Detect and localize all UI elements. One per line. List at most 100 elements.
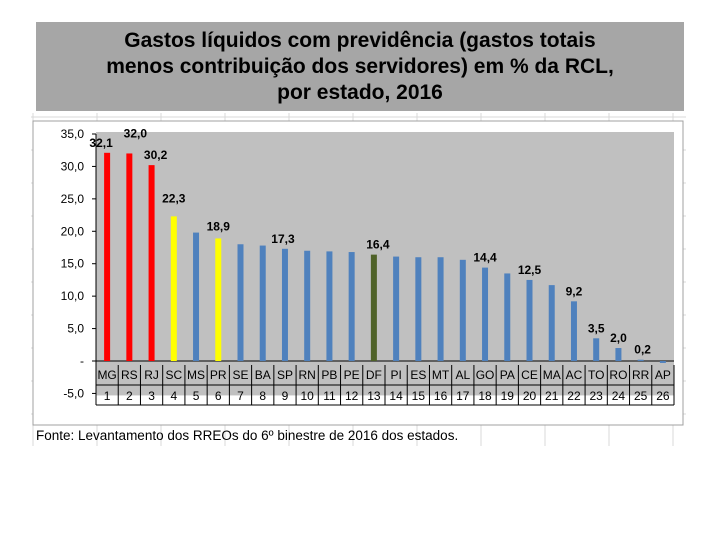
y-tick-label: 25,0 <box>61 192 85 206</box>
rank-label: 7 <box>237 389 244 403</box>
bar-mt <box>437 257 444 361</box>
category-label: PI <box>390 368 401 382</box>
bar-mg <box>104 152 111 361</box>
rank-label: 9 <box>282 389 289 403</box>
y-tick-label: -5,0 <box>63 386 84 400</box>
rank-label: 16 <box>434 389 448 403</box>
data-label: 32,1 <box>89 136 113 150</box>
data-label: 22,3 <box>162 191 186 205</box>
category-label: PE <box>344 368 360 382</box>
rank-label: 24 <box>612 389 626 403</box>
bar-sc <box>170 216 177 361</box>
bar-es <box>415 257 422 361</box>
rank-label: 23 <box>590 389 604 403</box>
category-label: GO <box>476 368 495 382</box>
bar-se <box>237 244 244 361</box>
bar-go <box>482 267 489 361</box>
category-label: RS <box>121 368 138 382</box>
bar-pe <box>348 252 355 361</box>
rank-label: 17 <box>456 389 470 403</box>
rank-label: 21 <box>545 389 559 403</box>
rank-label: 1 <box>104 389 111 403</box>
category-label: AL <box>455 368 470 382</box>
title-line-3: por estado, 2016 <box>277 81 443 104</box>
category-label: MT <box>432 368 450 382</box>
bar-pi <box>393 256 400 361</box>
rank-label: 15 <box>412 389 426 403</box>
rank-label: 22 <box>567 389 581 403</box>
category-label: MS <box>187 368 205 382</box>
rank-label: 14 <box>389 389 403 403</box>
bar-rj <box>148 165 155 361</box>
bar-ma <box>548 285 555 361</box>
rank-label: 26 <box>656 389 670 403</box>
rank-label: 20 <box>523 389 537 403</box>
bar-df <box>370 254 377 361</box>
category-label: PR <box>210 368 227 382</box>
y-tick-label: 20,0 <box>61 224 85 238</box>
rank-label: 10 <box>301 389 315 403</box>
category-label: AP <box>655 368 671 382</box>
rank-label: 19 <box>501 389 515 403</box>
data-label: 2,0 <box>610 331 627 345</box>
y-tick-label: - <box>80 354 84 368</box>
data-label: 3,5 <box>588 321 605 335</box>
data-label: 0,2 <box>634 343 651 357</box>
category-label: BA <box>255 368 271 382</box>
rank-label: 8 <box>259 389 266 403</box>
bar-rr <box>637 359 644 361</box>
title-box: Gastos líquidos com previdência (gastos … <box>36 22 684 111</box>
category-label: MA <box>543 368 561 382</box>
bar-to <box>593 338 600 361</box>
bar-pr <box>215 238 222 361</box>
category-label: RJ <box>144 368 159 382</box>
rank-label: 12 <box>345 389 359 403</box>
data-label: 30,2 <box>144 148 168 162</box>
category-label: RN <box>299 368 316 382</box>
bar-ac <box>570 301 577 361</box>
chart-title: Gastos líquidos com previdência (gastos … <box>36 28 684 106</box>
category-label: DF <box>366 368 382 382</box>
data-label: 16,4 <box>366 238 390 252</box>
category-label: TO <box>588 368 604 382</box>
rank-label: 3 <box>148 389 155 403</box>
bar-chart: 35,030,025,020,015,010,05,0--5,032,132,0… <box>31 113 686 446</box>
bar-sp <box>281 248 288 361</box>
data-label: 32,0 <box>124 126 148 140</box>
category-label: AC <box>566 368 583 382</box>
bar-rn <box>304 250 311 361</box>
spreadsheet-area: 35,0 30,0 25,0 20,0 15,0 10,0 5,0- -5,0 32,1 32,0… <box>31 113 686 446</box>
bar-al <box>459 259 466 361</box>
title-line-1: Gastos líquidos com previdência (gastos … <box>124 29 596 52</box>
data-label: 9,2 <box>566 284 583 298</box>
rank-label: 11 <box>323 389 336 403</box>
data-label: 18,9 <box>207 219 231 233</box>
bar-ba <box>259 245 266 361</box>
rank-label: 18 <box>478 389 492 403</box>
category-label: PB <box>321 368 337 382</box>
rank-label: 4 <box>170 389 177 403</box>
bar-rs <box>126 153 133 361</box>
source-footnote: Fonte: Levantamento dos RREOs do 6º bine… <box>36 428 459 443</box>
rank-label: 5 <box>193 389 200 403</box>
bar-ms <box>193 232 200 361</box>
category-label: SP <box>277 368 293 382</box>
bar-ce <box>526 279 533 361</box>
category-label: RR <box>632 368 650 382</box>
y-tick-label: 10,0 <box>61 289 85 303</box>
rank-label: 25 <box>634 389 648 403</box>
category-label: ES <box>410 368 426 382</box>
bar-pa <box>504 273 511 361</box>
bar-ro <box>615 348 622 361</box>
y-tick-label: 15,0 <box>61 257 85 271</box>
y-tick-label: 5,0 <box>67 322 84 336</box>
category-label: SC <box>165 368 182 382</box>
data-label: 14,4 <box>473 251 497 265</box>
rank-label: 6 <box>215 389 222 403</box>
data-label: 17,3 <box>271 232 295 246</box>
category-label: RO <box>609 368 627 382</box>
plot-area <box>96 132 674 396</box>
bar-pb <box>326 251 333 361</box>
data-label: 12,5 <box>518 263 542 277</box>
y-tick-label: 30,0 <box>61 159 85 173</box>
